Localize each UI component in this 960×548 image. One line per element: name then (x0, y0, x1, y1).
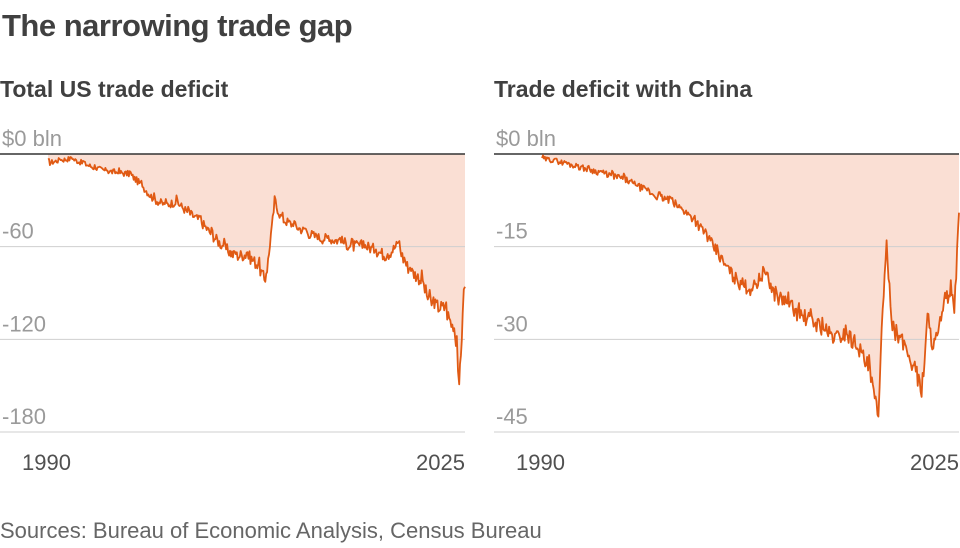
y-tick-label: -180 (2, 404, 46, 429)
y-tick-label: -45 (496, 404, 528, 429)
area-fill (542, 154, 959, 417)
source-note: Sources: Bureau of Economic Analysis, Ce… (0, 518, 542, 543)
chart-total-deficit: $0 bln -60 -120 -180 1990 2025 (0, 126, 466, 475)
area-fill (48, 154, 465, 385)
y-tick-label: -60 (2, 219, 34, 244)
panel-china-deficit: Trade deficit with China $0 bln -15 -30 -45… (494, 74, 960, 484)
chart-main-title: The narrowing trade gap (2, 8, 353, 43)
chart-china-deficit: $0 bln -15 -30 -45 1990 2025 (494, 126, 960, 475)
y-tick-label: $0 bln (496, 126, 556, 151)
series-line (47, 156, 466, 386)
series-line (541, 154, 960, 418)
y-tick-label: -30 (496, 311, 528, 336)
x-tick-label: 2025 (910, 450, 959, 475)
panel-title-china: Trade deficit with China (494, 76, 753, 102)
y-tick-label: $0 bln (2, 126, 62, 151)
y-tick-label: -120 (2, 311, 46, 336)
y-tick-label: -15 (496, 219, 528, 244)
x-tick-label: 1990 (516, 450, 565, 475)
x-tick-label: 2025 (416, 450, 465, 475)
panel-total-deficit: Total US trade deficit $0 bln -60 -120 -180… (0, 74, 470, 484)
x-tick-label: 1990 (22, 450, 71, 475)
panel-title-total: Total US trade deficit (0, 76, 229, 102)
